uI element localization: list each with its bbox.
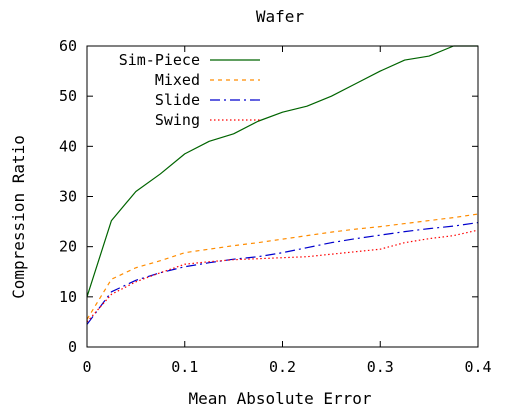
x-tick-label: 0.4 (464, 358, 491, 376)
series-swing (86, 229, 479, 323)
legend-label: Swing (155, 111, 200, 129)
plot-frame (86, 45, 479, 348)
series-mixed (86, 213, 479, 320)
series-sim-piece (86, 45, 478, 298)
y-tick-label: 30 (59, 188, 77, 206)
series-layer (86, 45, 479, 325)
y-tick-label: 20 (59, 238, 77, 256)
legend-label: Slide (155, 91, 200, 109)
legend-label: Sim-Piece (119, 51, 200, 69)
x-tick-label: 0.2 (269, 358, 296, 376)
x-axis-ticks: 0 0.1 0.2 0.3 0.4 (82, 46, 492, 376)
y-tick-label: 50 (59, 87, 77, 105)
x-tick-label: 0.3 (367, 358, 394, 376)
y-tick-label: 60 (59, 37, 77, 55)
x-tick-label: 0.1 (171, 358, 198, 376)
chart-title: Wafer (256, 7, 305, 26)
y-tick-label: 0 (68, 338, 77, 356)
x-axis-label: Mean Absolute Error (188, 389, 371, 408)
y-axis-label: Compression Ratio (9, 135, 28, 299)
series-slide (86, 221, 479, 325)
legend: Sim-Piece Mixed Slide Swing (119, 51, 260, 129)
y-tick-label: 10 (59, 288, 77, 306)
x-tick-label: 0 (82, 358, 91, 376)
legend-label: Mixed (155, 71, 200, 89)
y-tick-label: 40 (59, 137, 77, 155)
y-axis-ticks: 0 10 20 30 40 50 60 (59, 37, 478, 356)
